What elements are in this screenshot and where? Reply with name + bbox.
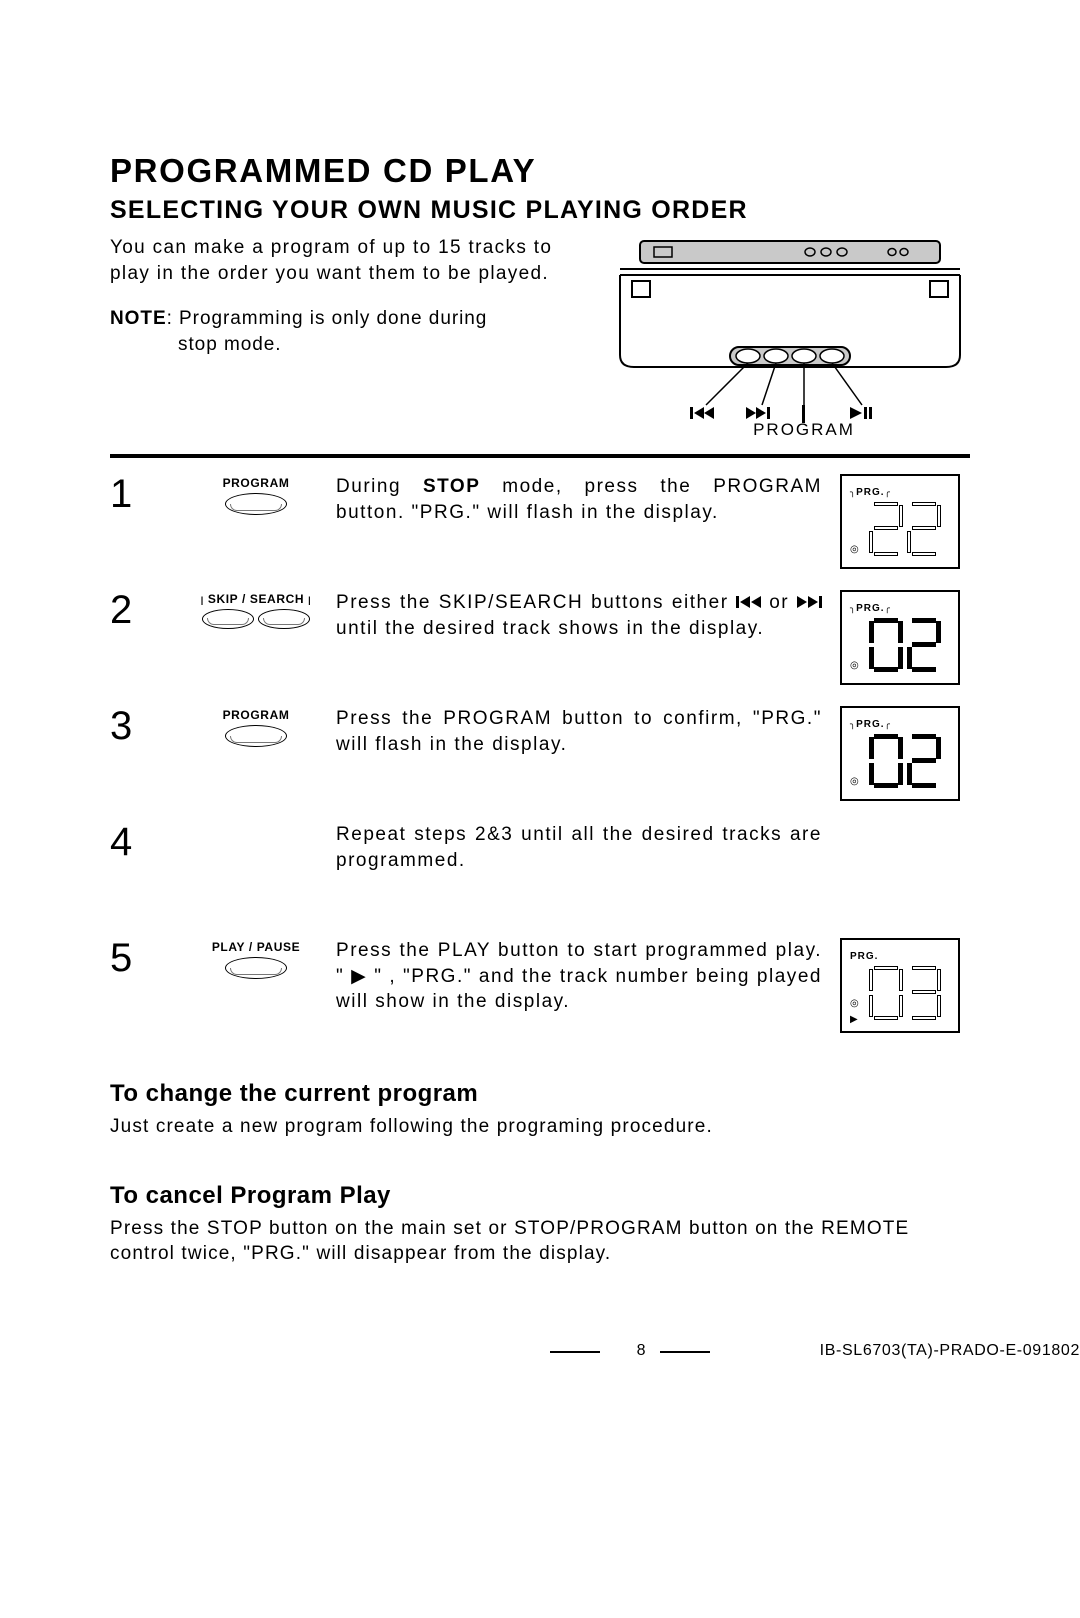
text-cancel: Press the STOP button on the main set or… (110, 1216, 970, 1267)
subhead-cancel: To cancel Program Play (110, 1182, 970, 1210)
step-text: Press the PROGRAM button to confirm, "PR… (336, 706, 840, 757)
note-label: NOTE (110, 308, 167, 329)
lcd-display: ╮PRG.╭ ◎ (840, 474, 960, 569)
step-button-graphic: PLAY / PAUSE (176, 938, 336, 984)
step-row: 4 Repeat steps 2&3 until all the desired… (110, 822, 970, 922)
skip-back-button (202, 609, 254, 629)
step-number: 5 (110, 938, 176, 978)
section-subtitle: SELECTING YOUR OWN MUSIC PLAYING ORDER (110, 196, 970, 225)
device-diagram: PROGRAM (610, 235, 970, 440)
skip-fwd-button (258, 609, 310, 629)
step-button-graphic: | SKIP / SEARCH | (176, 590, 336, 634)
divider (110, 454, 970, 458)
subhead-change: To change the current program (110, 1080, 970, 1108)
page-title: PROGRAMMED CD PLAY (110, 152, 970, 190)
step-button-graphic (176, 822, 336, 824)
step-button-graphic: PROGRAM (176, 474, 336, 520)
step-number: 4 (110, 822, 176, 862)
step-row: 1 PROGRAM During STOP mode, press the PR… (110, 474, 970, 574)
step-number: 2 (110, 590, 176, 630)
lcd-display: PRG. ◎ ▶ (840, 938, 960, 1033)
lcd-display: ╮PRG.╭ ◎ (840, 590, 960, 685)
note-line1: : Programming is only done during (167, 308, 488, 329)
oval-button (225, 957, 287, 979)
button-label: PROGRAM (176, 708, 336, 722)
step-row: 2 | SKIP / SEARCH | Press the SKIP/SEARC… (110, 590, 970, 690)
step-number: 3 (110, 706, 176, 746)
intro-text: You can make a program of up to 15 track… (110, 235, 592, 286)
button-label: PLAY / PAUSE (176, 940, 336, 954)
step-button-graphic: PROGRAM (176, 706, 336, 752)
step-row: 3 PROGRAM Press the PROGRAM button to co… (110, 706, 970, 806)
button-label: PROGRAM (176, 476, 336, 490)
button-label: | SKIP / SEARCH | (176, 592, 336, 606)
step-text: Repeat steps 2&3 until all the desired t… (336, 822, 840, 873)
skip-back-icon (736, 596, 761, 608)
step-text: During STOP mode, press the PROGRAM butt… (336, 474, 840, 525)
page-number: 8 (637, 1342, 647, 1360)
step-number: 1 (110, 474, 176, 514)
doc-id: IB-SL6703(TA)-PRADO-E-091802 (820, 1342, 1080, 1360)
lcd-display: ╮PRG.╭ ◎ (840, 706, 960, 801)
step-text: Press the PLAY button to start programme… (336, 938, 840, 1015)
step-text: Press the SKIP/SEARCH buttons either or … (336, 590, 840, 641)
step-row: 5 PLAY / PAUSE Press the PLAY button to … (110, 938, 970, 1038)
text-change: Just create a new program following the … (110, 1114, 970, 1140)
oval-button (225, 725, 287, 747)
diagram-program-label: PROGRAM (753, 420, 855, 435)
note-text: NOTE: Programming is only done during st… (110, 306, 592, 357)
oval-button (225, 493, 287, 515)
note-line2: stop mode. (178, 332, 592, 358)
skip-fwd-icon (797, 596, 822, 608)
